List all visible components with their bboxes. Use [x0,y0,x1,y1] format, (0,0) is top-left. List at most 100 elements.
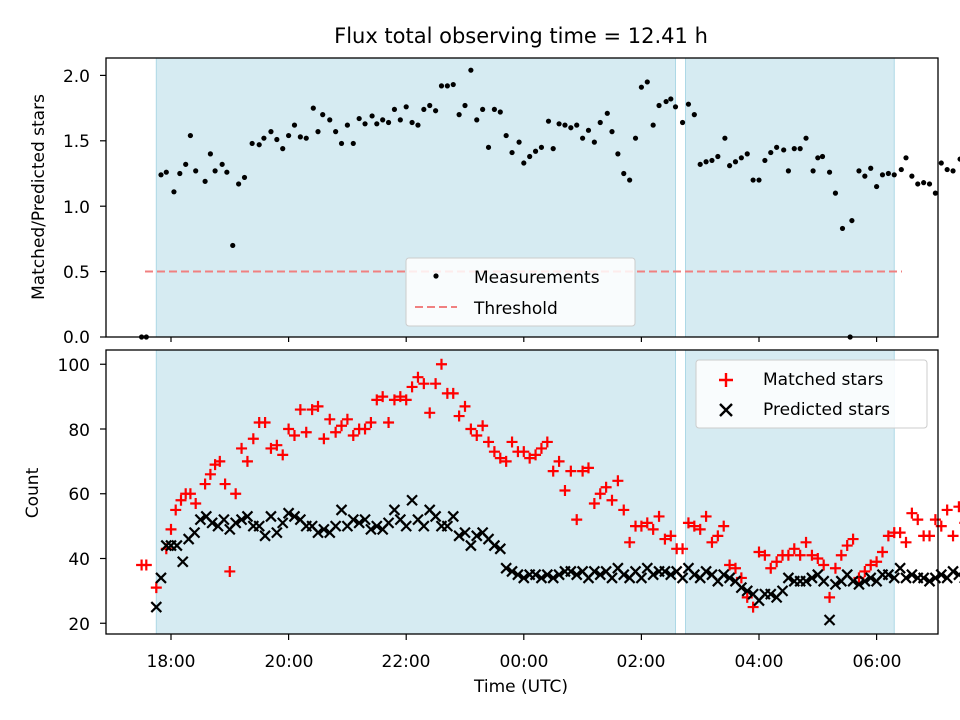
measurement-point [915,181,921,187]
measurement-point [703,159,709,165]
matched-star-point [841,540,853,552]
measurement-point [391,106,398,113]
measurement-point [832,190,839,196]
bottom-legend: Matched stars Predicted stars [695,359,928,429]
measurement-point [679,119,686,126]
matched-star-point [406,381,418,393]
predicted-star-point [459,526,471,539]
predicted-star-point [347,513,360,526]
measurement-point [803,135,809,141]
matched-star-point [394,391,406,403]
measurement-point [509,149,515,156]
predicted-star-point [500,562,512,574]
matched-star-point [900,536,912,548]
measurement-point [241,174,248,181]
measurement-point [527,153,533,160]
bottom-legend-box [695,359,928,429]
matched-star-point [524,452,536,464]
measurement-point [656,102,662,109]
matched-star-point [518,446,530,458]
matched-star-point [724,559,736,571]
predicted-star-point [206,517,218,529]
top-panel: 2.0 1.5 1.0 0.5 0.0 Matched/Predicted st… [29,57,960,348]
measurement-point [632,135,639,141]
predicted-star-point [271,526,283,539]
measurement-point [709,157,715,164]
matched-star-point [571,514,583,526]
matched-star-point [306,404,318,416]
matched-star-point [312,400,324,412]
measurement-point [291,122,298,128]
measurement-points [100,67,960,342]
matched-star-point [247,433,259,445]
predicted-star-point [864,572,877,584]
matched-star-point [606,494,618,506]
predicted-star-point [635,572,648,584]
matched-star-point [277,449,289,461]
bottom-y-axis: 100 80 60 40 20 [58,356,90,635]
matched-star-point [283,423,295,435]
measurement-point [261,135,267,141]
matched-star-point [588,497,600,509]
measurement-point [485,144,492,150]
measurement-point [650,122,656,128]
top-y-axis: 2.0 1.5 1.0 0.5 0.0 [63,67,90,348]
measurement-point [450,81,456,88]
bottom-y-axis-label: Count [23,467,43,518]
matched-star-point [677,543,689,555]
matched-star-point [782,549,794,561]
predicted-star-point [676,572,689,584]
measurement-point [727,163,733,169]
matched-star-point [876,546,888,558]
predicted-star-point [318,523,330,536]
predicted-star-point [547,572,559,584]
measurement-point [369,113,375,119]
matched-star-point [594,488,606,500]
matched-star-point [947,530,959,542]
matched-star-point [618,504,630,516]
matched-star-point [653,510,665,522]
predicted-star-point [218,513,230,526]
matched-star-point [459,400,471,412]
matched-star-point [924,530,936,542]
y-tick-label: 0.0 [63,328,90,348]
measurement-point [503,132,509,139]
measurement-point [338,140,345,147]
measurement-point [938,160,944,166]
predicted-star-point [917,572,930,584]
measurement-point [839,225,846,232]
matched-star-point [788,543,800,555]
predicted-star-point [806,572,818,584]
x-tick-label: 18:00 [147,652,196,672]
matched-star-point [694,523,706,535]
predicted-star-point [570,568,583,581]
legend-label-matched: Matched stars [763,370,883,390]
matched-star-point [559,485,571,497]
predicted-star-point [155,572,167,584]
predicted-star-point [494,543,507,555]
matched-star-point [418,378,430,390]
predicted-star-point [253,520,265,532]
measurement-point [333,129,339,135]
measurement-point [781,147,787,153]
matched-star-point [829,562,841,574]
measurement-point [521,160,527,166]
measurement-point [438,83,445,89]
matched-star-point [494,452,506,464]
predicted-star-point [312,526,324,539]
measurement-point [663,98,669,105]
measurement-point [627,177,633,183]
legend-label-predicted: Predicted stars [763,400,890,420]
chart-title: Flux total observing time = 12.41 h [334,24,708,48]
matched-stars-points [136,358,960,613]
predicted-star-point [859,575,871,587]
measurement-point [219,161,225,167]
matched-star-point [941,504,953,516]
matched-star-point [718,520,730,532]
top-legend-box [405,257,636,327]
measurement-point [230,242,236,249]
y-tick-label: 2.0 [63,67,90,87]
matched-star-point [729,562,741,574]
measurement-point [750,177,756,183]
measurement-point [286,132,292,139]
